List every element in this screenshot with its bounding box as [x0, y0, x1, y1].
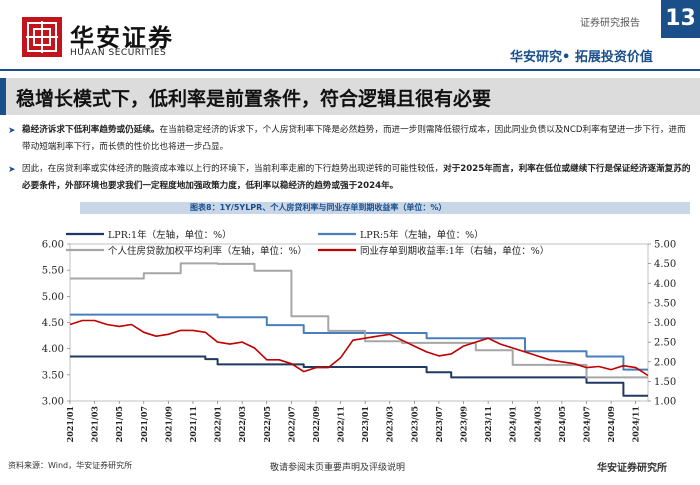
- x-tick-label: 2022/01: [213, 406, 223, 442]
- title-bar: [0, 78, 700, 115]
- bullet-2-text: 因此，在房贷利率或实体经济的融资成本难以上行的环境下，当前利率走廊的下行趋势出现…: [22, 164, 444, 174]
- x-tick-label: 2021/05: [114, 406, 124, 442]
- chart-series: [69, 262, 649, 397]
- page-title: 稳增长模式下，低利率是前置条件，符合逻辑且很有必要: [16, 88, 492, 110]
- figure-caption: 图表8：1Y/5YLPR、个人房贷利率与同业存单到期收益率（单位：%）: [190, 203, 447, 212]
- left-tick-label: 5.00: [42, 292, 64, 303]
- x-tick-label: 2024/05: [557, 406, 567, 442]
- x-tick-label: 2022/03: [237, 406, 247, 443]
- x-tick-label: 2024/01: [508, 406, 518, 442]
- right-tick-label: 2.50: [654, 338, 676, 349]
- page-number: 13: [661, 0, 700, 38]
- x-tick-label: 2023/11: [483, 406, 493, 442]
- left-tick-label: 3.50: [42, 370, 64, 381]
- bullet-2-bold: 对于2025年而言，利率在低位或继续下行是保证经济逐渐复苏的必要条件，外部环境也…: [22, 164, 691, 191]
- x-tick-label: 2021/07: [139, 406, 149, 442]
- figure-caption-bar: [80, 202, 690, 214]
- bullet-1-bold: 稳经济诉求下低利率趋势或仍延续。: [22, 125, 160, 135]
- x-tick-label: 2022/09: [311, 406, 321, 443]
- right-tick-label: 5.00: [654, 240, 676, 251]
- left-tick-label: 4.00: [42, 344, 64, 355]
- chart-legend: LPR:1年（左轴，单位：%） LPR:5年（左轴，单位：%） 个人住房贷款加权平均…: [66, 229, 549, 257]
- series-line-2: [70, 313, 648, 371]
- x-tick-label: 2021/01: [65, 406, 75, 442]
- x-tick-label: 2024/03: [532, 406, 542, 443]
- x-tick-label: 2022/07: [286, 406, 296, 442]
- bullet-arrow-icon: ➤: [8, 165, 16, 175]
- legend-label: LPR:5年（左轴，单位：%）: [360, 229, 484, 241]
- right-tick-label: 1.00: [654, 397, 676, 408]
- series-line-4: [69, 319, 649, 377]
- header-divider: [0, 69, 700, 71]
- x-tick-label: 2023/01: [360, 406, 370, 442]
- x-tick-label: 2022/11: [336, 406, 346, 442]
- right-tick-label: 3.50: [654, 298, 676, 309]
- slogan: 华安研究• 拓展投资价值: [510, 50, 653, 65]
- right-tick-label: 1.50: [654, 377, 676, 388]
- x-tick-label: 2023/09: [459, 406, 469, 443]
- chart-axes: 3.00 3.50 4.00 4.50 5.00 5.50 6.00 1.00 1.50 2.00…: [42, 240, 677, 443]
- footer-brand: 华安证券研究所: [597, 463, 667, 474]
- series-line-1: [70, 355, 648, 397]
- x-tick-label: 2023/03: [385, 406, 395, 443]
- right-tick-label: 3.00: [654, 318, 676, 329]
- brand-name-en: HUAAN SECURITIES: [70, 48, 167, 58]
- brand-logo-icon: [22, 17, 62, 57]
- right-tick-label: 2.00: [654, 357, 676, 368]
- right-tick-label: 4.50: [654, 259, 676, 270]
- bullet-paragraph-2: 因此，在房贷利率或实体经济的融资成本难以上行的环境下，当前利率走廊的下行趋势出现…: [22, 161, 694, 195]
- x-tick-label: 2024/09: [606, 406, 616, 443]
- disclaimer: 敬请参阅末页重要声明及评级说明: [270, 463, 406, 473]
- title-accent: [0, 78, 6, 115]
- x-tick-label: 2021/09: [163, 406, 173, 443]
- x-tick-label: 2023/05: [409, 406, 419, 442]
- legend-label: 个人住房贷款加权平均利率（左轴，单位：%）: [108, 245, 307, 257]
- x-tick-label: 2021/11: [188, 406, 198, 442]
- report-type: 证券研究报告: [580, 18, 640, 29]
- x-tick-label: 2022/05: [262, 406, 272, 442]
- x-tick-label: 2024/11: [631, 406, 641, 442]
- series-line-3: [70, 262, 648, 379]
- brand-name: 华安证券: [70, 23, 174, 52]
- legend-label: 同业存单到期收益率:1年（右轴，单位：%）: [360, 245, 549, 257]
- x-tick-label: 2024/07: [582, 406, 592, 442]
- bullet-arrow-icon: ➤: [8, 126, 16, 136]
- left-tick-label: 6.00: [42, 240, 64, 251]
- bullet-1-text: 在当前稳定经济的诉求下，个人房贷利率下降是必然趋势，而进一步则需降低银行成本，因…: [22, 125, 686, 152]
- right-tick-label: 4.00: [654, 279, 676, 290]
- legend-label: LPR:1年（左轴，单位：%）: [108, 229, 232, 241]
- x-tick-label: 2021/03: [90, 406, 100, 443]
- data-source: 资料来源：Wind，华安证券研究所: [8, 461, 133, 470]
- bullet-paragraph-1: 稳经济诉求下低利率趋势或仍延续。在当前稳定经济的诉求下，个人房贷利率下降是必然趋…: [22, 122, 694, 156]
- left-tick-label: 3.00: [42, 397, 64, 408]
- rate-chart: 3.00 3.50 4.00 4.50 5.00 5.50 6.00 1.00 1.50 2.00…: [42, 229, 677, 443]
- x-tick-label: 2023/07: [434, 406, 444, 442]
- left-tick-label: 5.50: [42, 266, 64, 277]
- left-tick-label: 4.50: [42, 318, 64, 329]
